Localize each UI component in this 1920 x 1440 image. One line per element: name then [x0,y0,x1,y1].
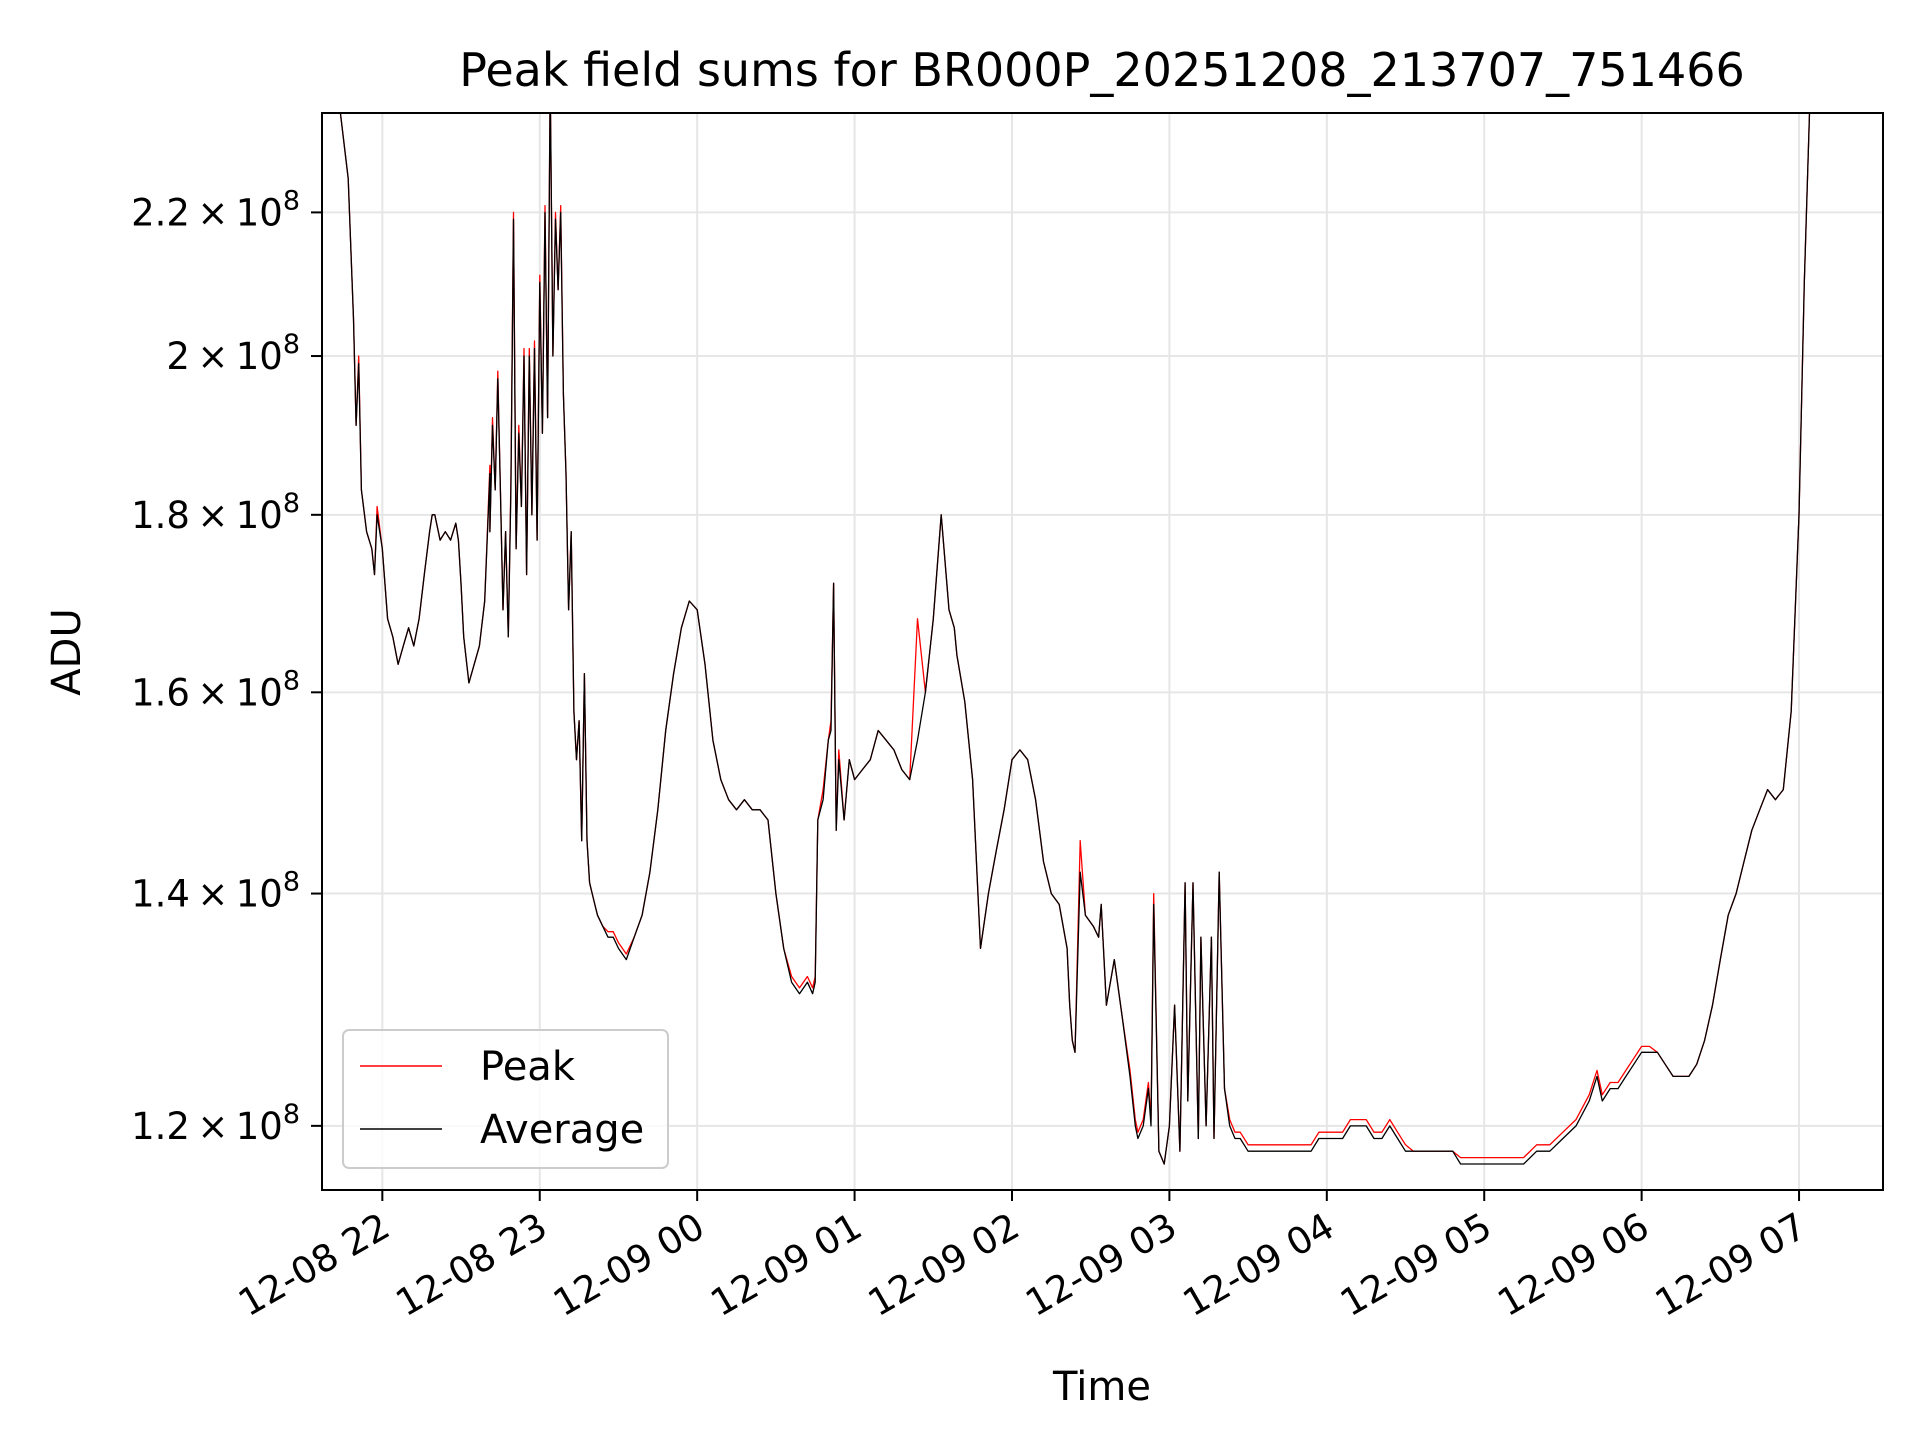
grid [322,113,1883,1190]
legend-label-average: Average [480,1107,644,1153]
y-axis-ticks: 1.2 × 108 1.4 × 108 1.6 × 108 1.8 × 108 2 × … [131,185,322,1148]
x-tick-label: 12-08 23 [389,1205,555,1325]
y-tick-label: 1.8 × 108 [131,488,300,537]
legend-box [342,1029,669,1169]
legend-label-peak: Peak [480,1044,576,1090]
x-axis-title: Time [1052,1364,1151,1410]
chart-title: Peak field sums for BR000P_20251208_2137… [459,43,1745,97]
series-line-average [322,113,1811,1165]
x-tick-label: 12-09 07 [1648,1205,1814,1325]
x-tick-label: 12-09 01 [704,1205,870,1325]
x-tick-label: 12-08 22 [231,1205,397,1325]
x-tick-label: 12-09 00 [546,1205,712,1325]
x-tick-label: 12-09 02 [861,1205,1027,1325]
series-layer [322,113,1811,1165]
x-tick-label: 12-09 03 [1018,1205,1184,1325]
x-tick-label: 12-09 05 [1333,1205,1499,1325]
plot-frame [321,112,1884,1191]
x-tick-label: 12-09 06 [1491,1205,1657,1325]
y-axis-title: ADU [44,608,90,695]
x-tick-label: 12-09 04 [1176,1205,1342,1325]
y-tick-label: 1.6 × 108 [131,665,300,714]
y-tick-label: 2 × 108 [166,329,300,378]
legend: Peak Average [342,1029,669,1169]
y-tick-label: 1.2 × 108 [131,1099,300,1148]
y-tick-label: 2.2 × 108 [131,185,300,234]
y-tick-label: 1.4 × 108 [131,867,300,916]
